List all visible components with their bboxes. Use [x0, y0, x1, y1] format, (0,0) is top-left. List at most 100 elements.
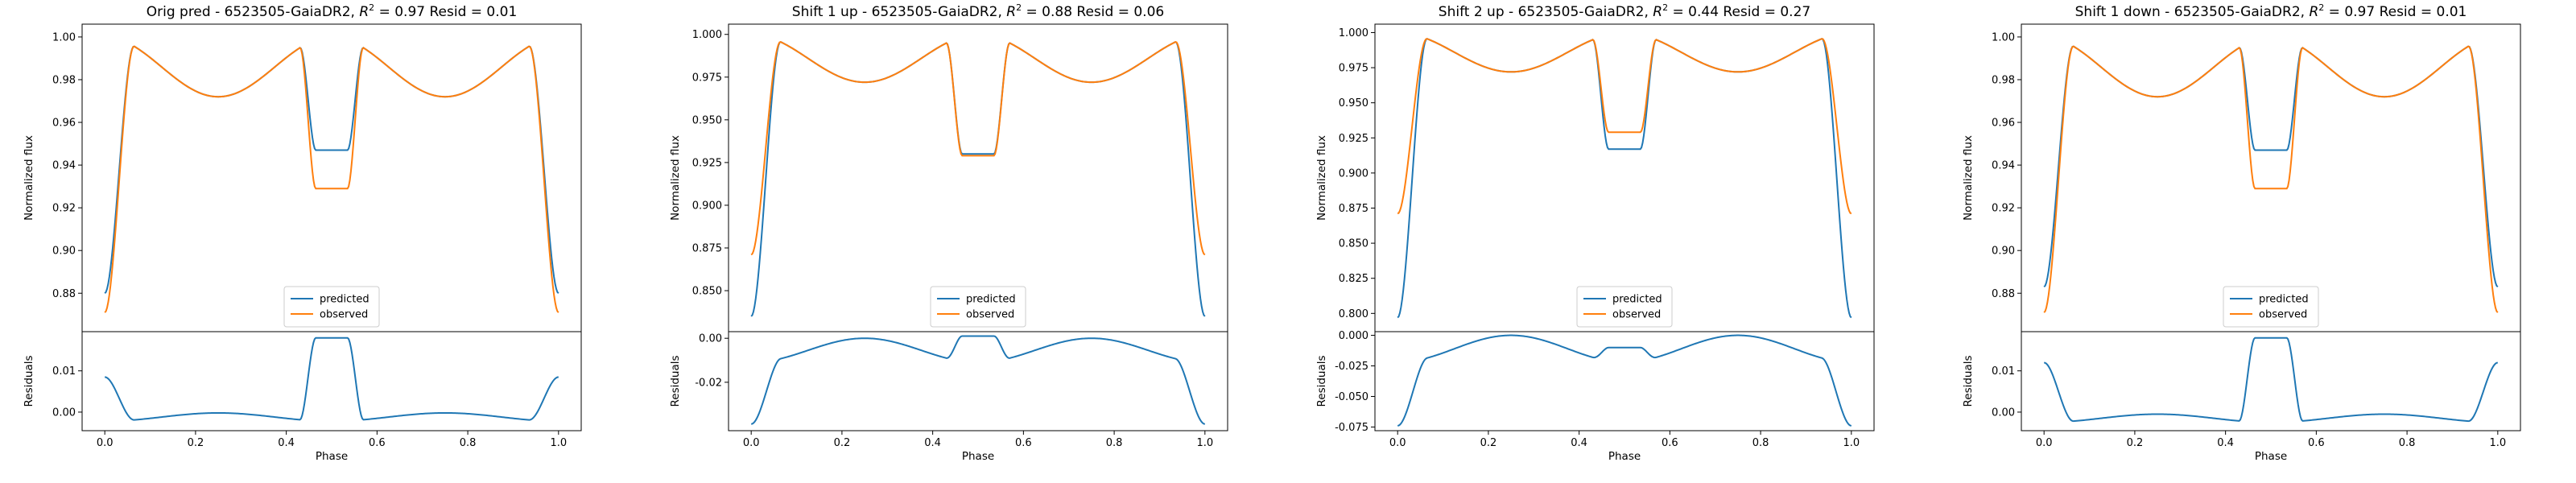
- y-tick-label-top: 0.92: [52, 203, 76, 215]
- chart-title: Shift 1 up - 6523505-GaiaDR2, R2 = 0.88 …: [792, 2, 1164, 20]
- y-tick-label-top: 0.825: [1339, 273, 1368, 285]
- panel-1: Orig pred - 6523505-GaiaDR2, R2 = 0.97 R…: [23, 2, 582, 463]
- legend-label-predicted: predicted: [320, 294, 369, 306]
- panel-4: Shift 1 down - 6523505-GaiaDR2, R2 = 0.9…: [1962, 2, 2521, 463]
- x-tick-label: 0.8: [2399, 437, 2416, 449]
- x-tick-label: 0.0: [1389, 437, 1406, 449]
- title-text: Orig pred - 6523505-GaiaDR2,: [147, 4, 360, 20]
- y-tick-label-top: 0.92: [1992, 203, 2015, 215]
- x-axis-label: Phase: [1608, 450, 1641, 463]
- chart-title: Shift 1 down - 6523505-GaiaDR2, R2 = 0.9…: [2075, 2, 2467, 20]
- x-tick-label: 0.4: [1571, 437, 1587, 449]
- title-r2-exp: 2: [369, 2, 374, 13]
- x-tick-label: 0.2: [188, 437, 204, 449]
- x-tick-label: 0.2: [2127, 437, 2144, 449]
- x-tick-label: 0.6: [369, 437, 386, 449]
- y-tick-label-top: 0.900: [692, 200, 722, 212]
- y-tick-label-top: 0.800: [1339, 308, 1368, 320]
- x-tick-label: 0.2: [834, 437, 851, 449]
- y-tick-label-top: 0.925: [692, 157, 722, 169]
- y-tick-label-bottom: -0.02: [695, 377, 722, 389]
- y-axis-label-bottom: Residuals: [1962, 355, 1975, 407]
- series-line-observed: [750, 41, 1206, 256]
- panel-3: Shift 2 up - 6523505-GaiaDR2, R2 = 0.44 …: [1315, 2, 1875, 463]
- x-tick-label: 0.4: [2217, 437, 2234, 449]
- x-tick-label: 0.6: [2308, 437, 2325, 449]
- y-tick-label-top: 0.850: [1339, 238, 1368, 250]
- x-tick-label: 1.0: [1196, 437, 1213, 449]
- y-axis-label-top: Normalized flux: [1315, 135, 1328, 221]
- y-tick-label-top: 1.00: [1992, 31, 2015, 43]
- x-axis-label: Phase: [316, 450, 348, 463]
- x-tick-label: 1.0: [550, 437, 567, 449]
- y-tick-label-bottom: 0.000: [1339, 330, 1368, 342]
- x-tick-label: 0.4: [278, 437, 295, 449]
- y-tick-label-top: 0.975: [1339, 63, 1368, 75]
- legend: predicted observed: [283, 286, 380, 328]
- title-r2-symbol: R: [1006, 4, 1016, 20]
- y-tick-label-top: 0.950: [1339, 97, 1368, 109]
- title-r2-exp: 2: [1662, 2, 1668, 13]
- series-line-predicted: [750, 40, 1206, 317]
- series-line-observed: [1397, 38, 1852, 215]
- series-line-predicted: [104, 45, 559, 294]
- legend-label-predicted: predicted: [1612, 294, 1662, 306]
- x-tick-label: 0.4: [924, 437, 941, 449]
- chart-title: Shift 2 up - 6523505-GaiaDR2, R2 = 0.44 …: [1439, 2, 1810, 20]
- title-text: Shift 2 up - 6523505-GaiaDR2,: [1439, 4, 1653, 20]
- y-tick-label-top: 0.94: [1992, 160, 2015, 172]
- series-line-predicted: [1397, 38, 1852, 319]
- y-tick-label-top: 0.88: [52, 288, 76, 300]
- y-axis-label-bottom: Residuals: [23, 355, 35, 407]
- legend-box: [1576, 286, 1673, 328]
- y-tick-label-top: 0.900: [1339, 167, 1368, 180]
- series-line-observed: [2043, 45, 2499, 313]
- legend-label-observed: observed: [966, 309, 1014, 321]
- y-tick-label-top: 0.875: [692, 243, 722, 255]
- top-axes-frame: [728, 23, 1228, 332]
- legend: predicted observed: [2223, 286, 2319, 328]
- top-axes-frame: [81, 23, 582, 332]
- legend-box: [283, 286, 380, 328]
- title-r2-value: = 0.44 Resid = 0.27: [1668, 4, 1810, 20]
- title-r2-exp: 2: [2318, 2, 2324, 13]
- x-tick-label: 0.6: [1015, 437, 1032, 449]
- y-tick-label-bottom: -0.050: [1335, 391, 1368, 403]
- title-r2-symbol: R: [2309, 4, 2318, 20]
- y-tick-label-top: 1.00: [52, 31, 76, 43]
- legend: predicted observed: [930, 286, 1026, 328]
- legend-label-observed: observed: [1612, 309, 1661, 321]
- x-tick-label: 1.0: [1843, 437, 1860, 449]
- y-tick-label-bottom: 0.01: [1992, 365, 2015, 378]
- panel-2: Shift 1 up - 6523505-GaiaDR2, R2 = 0.88 …: [669, 2, 1228, 463]
- y-tick-label-bottom: 0.00: [699, 333, 722, 345]
- x-tick-label: 0.8: [1752, 437, 1769, 449]
- title-r2-value: = 0.88 Resid = 0.06: [1022, 4, 1164, 20]
- residual-line: [105, 336, 559, 421]
- series-line-observed: [104, 45, 559, 313]
- title-r2-value: = 0.97 Resid = 0.01: [374, 4, 517, 20]
- y-axis-label-bottom: Residuals: [1315, 355, 1328, 407]
- y-tick-label-bottom: 0.00: [52, 407, 76, 419]
- y-tick-label-bottom: 0.00: [1992, 407, 2015, 419]
- y-axis-label-bottom: Residuals: [669, 355, 682, 407]
- y-tick-label-top: 1.000: [692, 29, 722, 41]
- title-r2-value: = 0.97 Resid = 0.01: [2324, 4, 2467, 20]
- x-tick-label: 0.6: [1662, 437, 1678, 449]
- title-text: Shift 1 up - 6523505-GaiaDR2,: [792, 4, 1007, 20]
- series-line-predicted: [2043, 45, 2499, 288]
- x-tick-label: 1.0: [2489, 437, 2506, 449]
- y-tick-label-top: 0.98: [1992, 74, 2015, 86]
- y-tick-label-top: 0.90: [1992, 246, 2015, 258]
- y-tick-label-top: 0.850: [692, 286, 722, 298]
- legend-label-observed: observed: [320, 309, 368, 321]
- bottom-axes-frame: [2021, 331, 2521, 431]
- top-axes-frame: [1374, 23, 1875, 332]
- title-r2-exp: 2: [1016, 2, 1022, 13]
- y-tick-label-top: 0.88: [1992, 288, 2015, 300]
- residual-line: [2043, 336, 2499, 423]
- x-axis-label: Phase: [962, 450, 994, 463]
- top-axes-frame: [2021, 23, 2521, 332]
- bottom-axes-frame: [728, 331, 1228, 431]
